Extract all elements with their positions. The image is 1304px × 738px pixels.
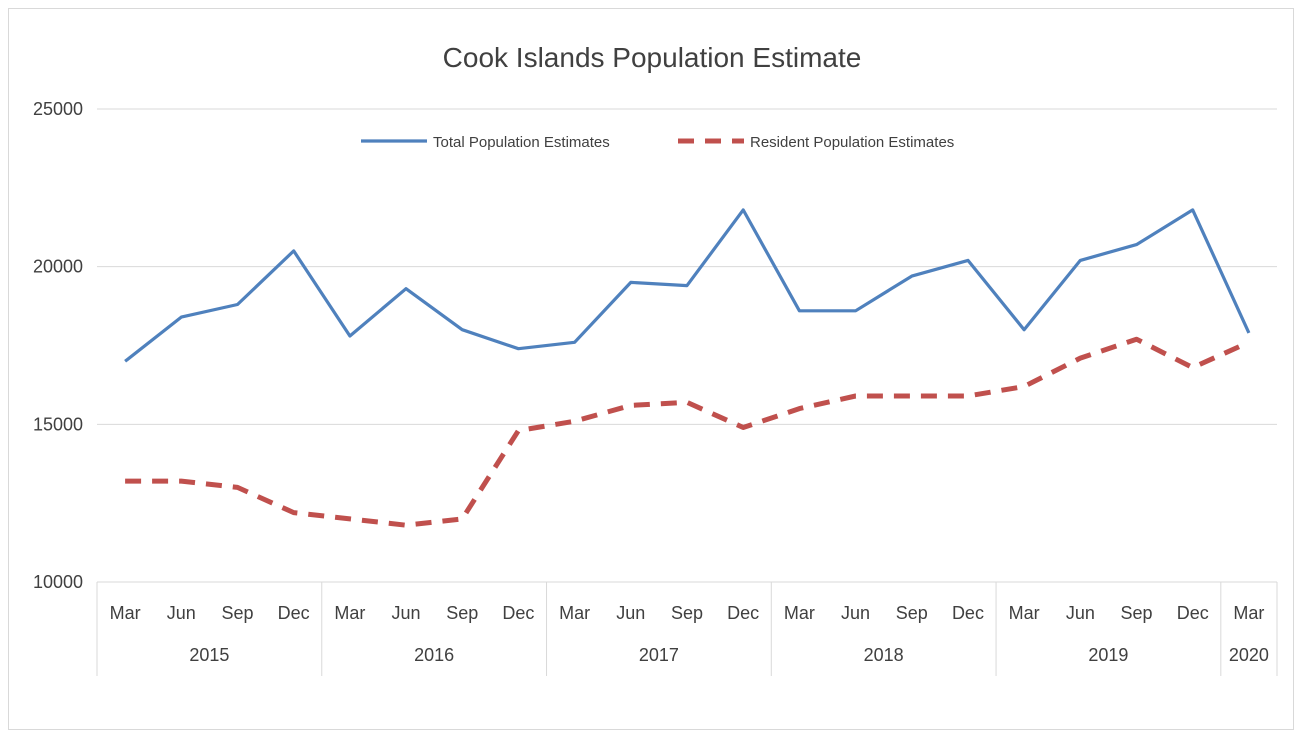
x-tick-label: Sep (221, 603, 253, 623)
axis-layer: 10000 15000 20000 25000 Mar Jun Sep Dec Mar Jun Se… (33, 99, 1278, 676)
x-tick-label: Mar (110, 603, 141, 623)
x-tick-label: Sep (1121, 603, 1153, 623)
x-tick-label: Dec (502, 603, 534, 623)
chart-svg: Cook Islands Population Estimate 10000 15… (33, 42, 1278, 676)
x-tick-label: Jun (616, 603, 645, 623)
y-tick-label: 20000 (33, 257, 83, 277)
y-tick-label: 25000 (33, 99, 83, 119)
legend-label: Total Population Estimates (433, 134, 610, 151)
year-label: 2015 (189, 645, 229, 665)
x-tick-label: Jun (392, 603, 421, 623)
x-tick-label: Sep (896, 603, 928, 623)
x-tick-label: Sep (446, 603, 478, 623)
x-tick-label: Mar (559, 603, 590, 623)
x-tick-label: Jun (1066, 603, 1095, 623)
x-tick-label: Dec (1177, 603, 1209, 623)
resident-population-estimatesline (125, 336, 1250, 528)
chart-title: Cook Islands Population Estimate (443, 42, 862, 73)
x-tick-label: Sep (671, 603, 703, 623)
x-tick-label: Dec (727, 603, 759, 623)
year-label: 2019 (1088, 645, 1128, 665)
y-tick-label: 15000 (33, 414, 83, 434)
legend-label: Resident Population Estimates (750, 134, 954, 151)
series-layer (124, 208, 1251, 528)
year-label: 2017 (639, 645, 679, 665)
x-tick-label: Dec (952, 603, 984, 623)
x-tick-label: Dec (278, 603, 310, 623)
x-tick-label: Jun (841, 603, 870, 623)
total-population-estimatesline (124, 208, 1251, 363)
year-label: 2020 (1229, 645, 1269, 665)
x-tick-label: Mar (784, 603, 815, 623)
x-tick-label: Mar (1009, 603, 1040, 623)
y-tick-label: 10000 (33, 572, 83, 592)
legend: Total Population Estimates Resident Popul… (361, 134, 954, 151)
year-label: 2016 (414, 645, 454, 665)
year-label: 2018 (864, 645, 904, 665)
x-tick-label: Mar (1233, 603, 1264, 623)
x-tick-label: Mar (334, 603, 365, 623)
chart-frame: Cook Islands Population Estimate 10000 15… (8, 8, 1294, 730)
grid-layer (97, 108, 1277, 425)
x-tick-label: Jun (167, 603, 196, 623)
